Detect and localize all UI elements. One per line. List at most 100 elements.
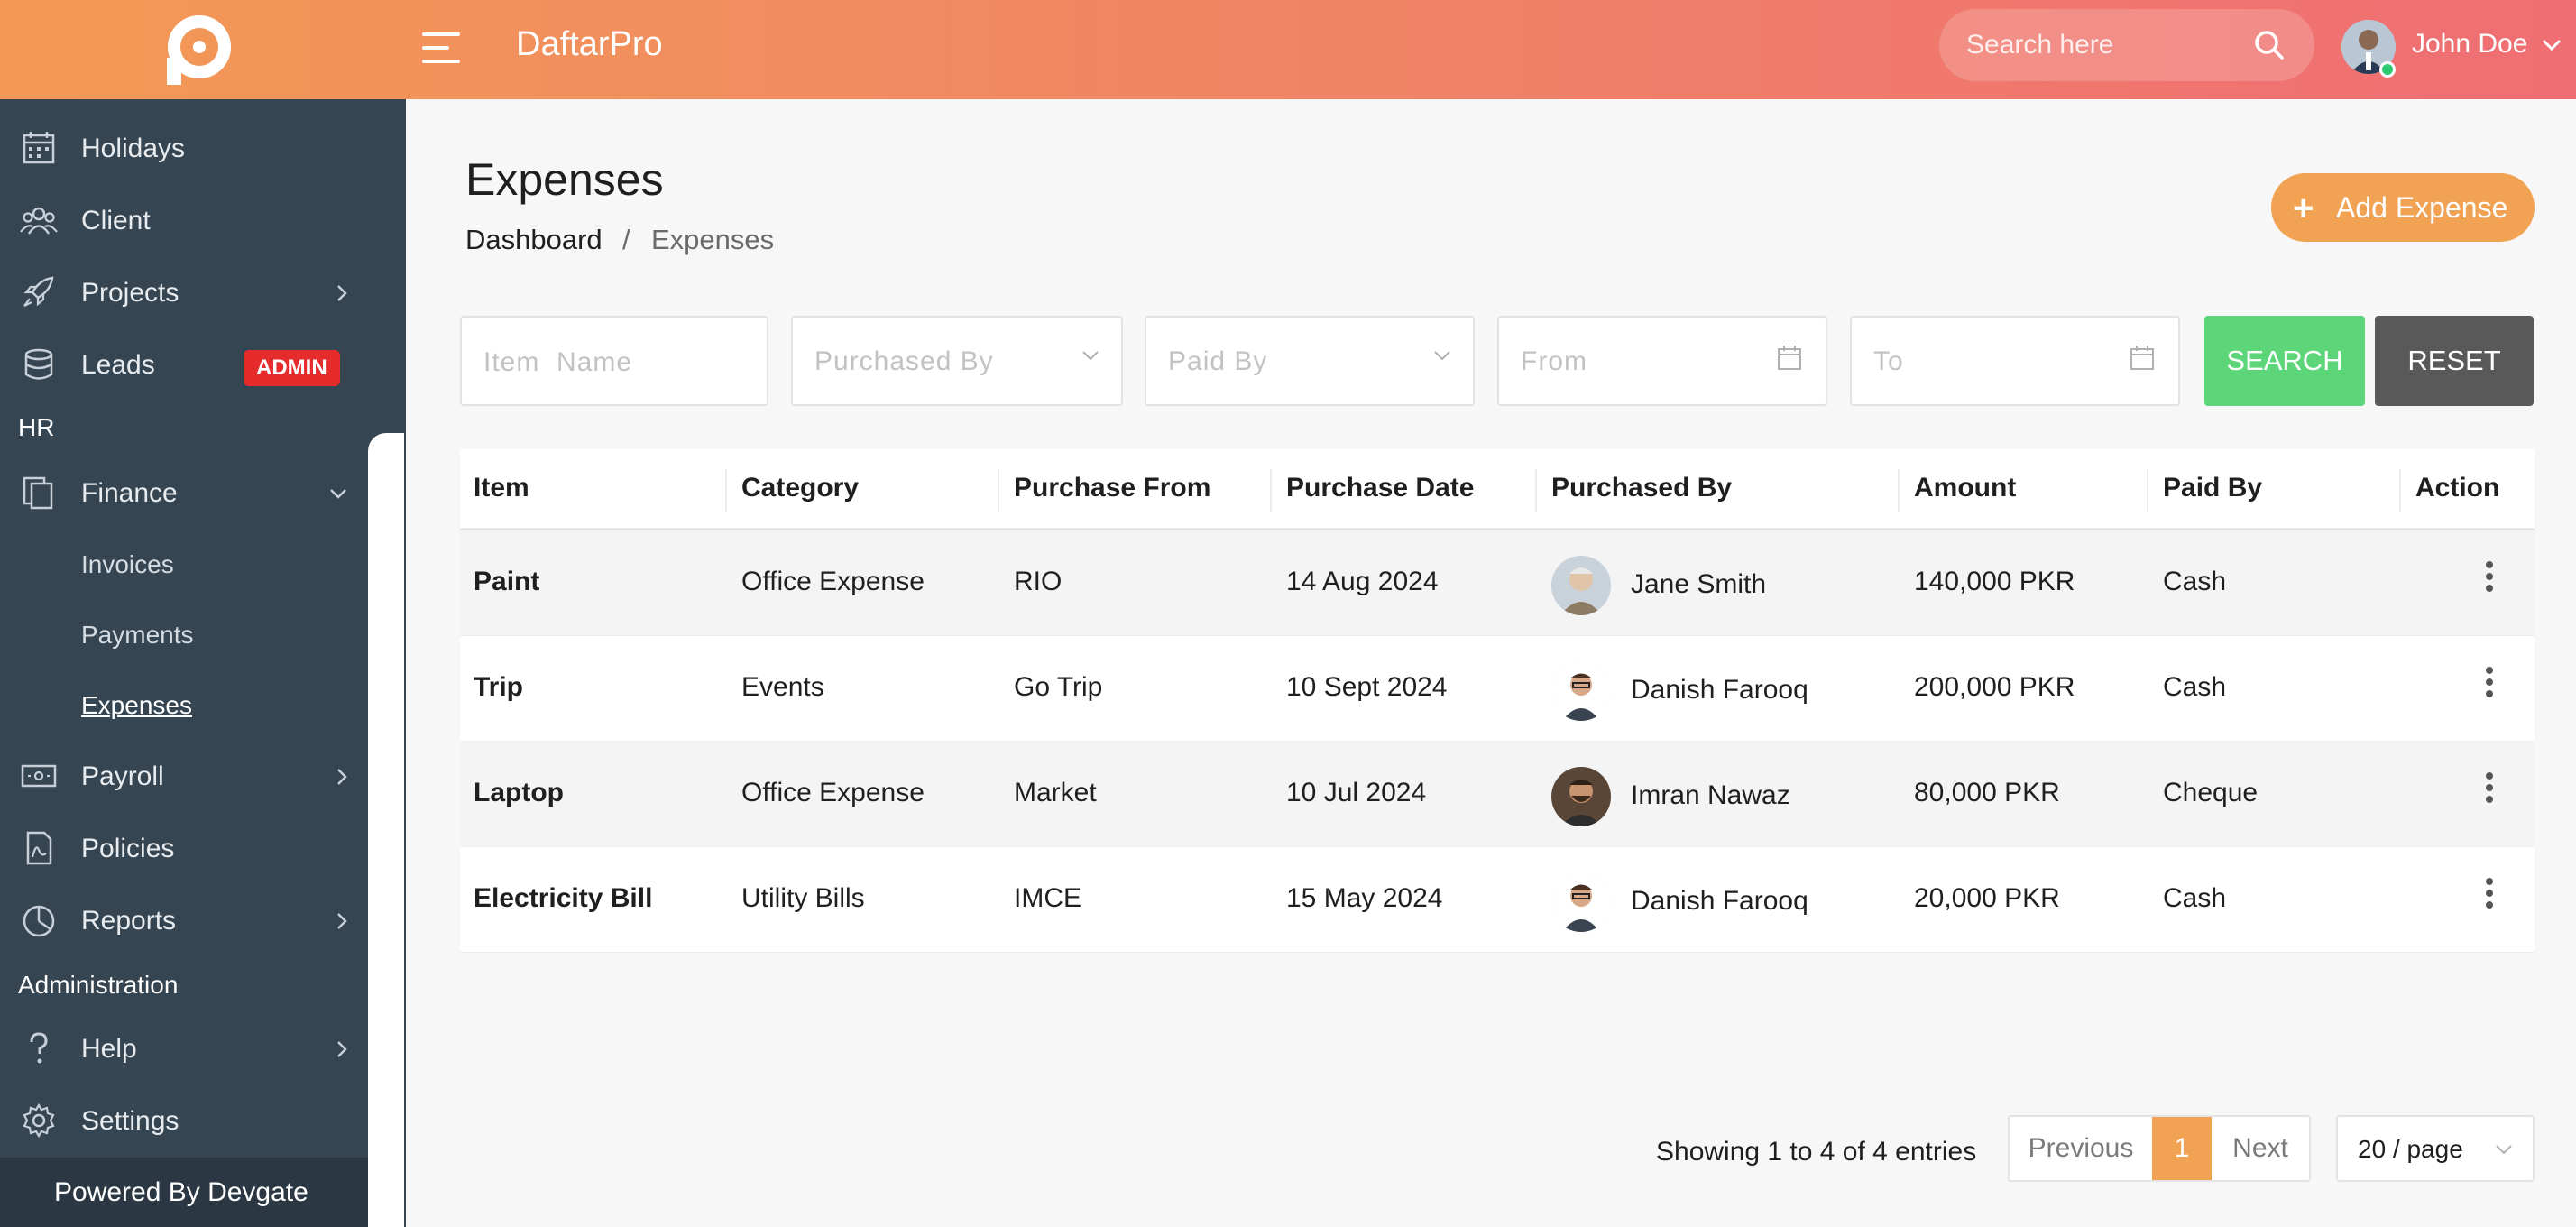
cell-amount: 140,000 PKR — [1914, 567, 2075, 596]
column-header-amount[interactable]: Amount — [1914, 473, 2017, 503]
sidebar-subitem-payments[interactable]: Payments — [81, 621, 194, 649]
powered-by-footer: Powered By Devgate — [0, 1158, 368, 1227]
column-header-item[interactable]: Item — [474, 473, 529, 503]
item-name-input[interactable] — [483, 345, 728, 381]
expenses-table: Item Category Purchase From Purchase Dat… — [460, 449, 2535, 953]
cell-purchase-from: Go Trip — [1014, 672, 1103, 702]
breadcrumb-dashboard[interactable]: Dashboard — [465, 224, 603, 255]
sidebar-item-policies[interactable]: Policies — [0, 816, 370, 881]
sidebar-item-settings[interactable]: Settings — [0, 1088, 370, 1153]
breadcrumb-separator: / — [622, 224, 630, 255]
column-header-paid-by[interactable]: Paid By — [2163, 473, 2263, 503]
pie-chart-icon — [23, 905, 55, 937]
cell-paid-by: Cheque — [2163, 778, 2259, 807]
sidebar-item-client[interactable]: Client — [0, 188, 370, 253]
breadcrumb-current: Expenses — [651, 224, 775, 255]
sidebar-item-help[interactable]: Help — [0, 1016, 370, 1081]
sidebar-item-label: Payroll — [81, 761, 164, 791]
cell-purchase-from: IMCE — [1014, 883, 1081, 913]
previous-page-button[interactable]: Previous — [2028, 1133, 2134, 1163]
sidebar-subitem-invoices[interactable]: Invoices — [81, 550, 174, 578]
table-header: Item Category Purchase From Purchase Dat… — [460, 449, 2535, 530]
cell-paid-by: Cash — [2163, 672, 2227, 702]
database-icon — [24, 348, 53, 380]
sidebar-subitem-expenses[interactable]: Expenses — [81, 691, 192, 719]
cell-category: Office Expense — [741, 778, 925, 807]
more-vertical-icon[interactable] — [2476, 874, 2503, 919]
column-divider — [2399, 469, 2401, 512]
chevron-right-icon — [337, 1041, 347, 1057]
users-icon — [20, 207, 58, 235]
table-row[interactable]: Electricity Bill Utility Bills IMCE 15 M… — [460, 847, 2535, 953]
reset-button[interactable]: RESET — [2375, 316, 2534, 406]
item-name-filter — [460, 316, 768, 406]
cell-item: Electricity Bill — [474, 883, 653, 913]
cell-paid-by: Cash — [2163, 883, 2227, 913]
sidebar-item-label: Help — [81, 1034, 137, 1064]
to-date-placeholder: To — [1873, 346, 1904, 376]
more-vertical-icon[interactable] — [2476, 558, 2503, 603]
calendar-icon — [1778, 346, 1801, 370]
page-title: Expenses — [465, 154, 664, 205]
paid-by-select[interactable]: Paid By — [1145, 316, 1475, 406]
table-row[interactable]: Laptop Office Expense Market 10 Jul 2024… — [460, 742, 2535, 847]
column-divider — [1898, 469, 1900, 512]
column-header-purchased-by[interactable]: Purchased By — [1551, 473, 1733, 503]
cell-purchase-date: 14 Aug 2024 — [1286, 567, 1439, 596]
from-date-picker[interactable]: From — [1497, 316, 1827, 406]
sidebar-item-finance[interactable]: Finance — [0, 460, 370, 525]
search-icon[interactable] — [2251, 27, 2287, 63]
search-button[interactable]: SEARCH — [2204, 316, 2365, 406]
table-row[interactable]: Paint Office Expense RIO 14 Aug 2024 Jan… — [460, 530, 2535, 636]
cell-purchase-from: RIO — [1014, 567, 1063, 596]
app-logo-icon[interactable] — [158, 11, 237, 90]
table-row[interactable]: Trip Events Go Trip 10 Sept 2024 Danish … — [460, 636, 2535, 742]
sidebar-scrollbar[interactable] — [368, 433, 404, 1227]
gear-icon — [23, 1102, 55, 1139]
user-name[interactable]: John Doe — [2412, 29, 2528, 59]
sidebar-item-reports[interactable]: Reports — [0, 888, 370, 953]
chevron-down-icon — [1082, 351, 1099, 361]
next-page-button[interactable]: Next — [2232, 1133, 2288, 1163]
sidebar-item-label: Finance — [81, 478, 178, 508]
more-vertical-icon[interactable] — [2476, 663, 2503, 708]
to-date-picker[interactable]: To — [1850, 316, 2180, 406]
sidebar-item-projects[interactable]: Projects — [0, 260, 370, 325]
page-1-button[interactable]: 1 — [2152, 1117, 2212, 1180]
menu-toggle-icon[interactable] — [422, 32, 460, 63]
from-date-placeholder: From — [1521, 346, 1587, 376]
section-label-administration: Administration — [18, 971, 179, 999]
page-size-value: 20 / page — [2358, 1135, 2463, 1163]
column-divider — [725, 469, 727, 512]
money-icon — [21, 764, 57, 788]
copy-icon — [23, 476, 53, 510]
admin-badge: ADMIN — [244, 350, 340, 386]
sidebar-item-leads[interactable]: Leads ADMIN — [0, 332, 370, 397]
sidebar: Holidays Client Projects Leads — [0, 99, 406, 1227]
purchased-by-select[interactable]: Purchased By — [791, 316, 1123, 406]
cell-amount: 200,000 PKR — [1914, 672, 2075, 702]
chevron-right-icon — [337, 769, 347, 785]
more-vertical-icon[interactable] — [2476, 769, 2503, 814]
chevron-down-icon — [2496, 1145, 2512, 1155]
sidebar-item-payroll[interactable]: Payroll — [0, 743, 370, 808]
chevron-down-icon[interactable] — [2542, 38, 2562, 52]
column-divider — [2147, 469, 2148, 512]
column-header-purchase-date[interactable]: Purchase Date — [1286, 473, 1475, 503]
page-size-select[interactable]: 20 / page — [2336, 1115, 2535, 1182]
column-header-purchase-from[interactable]: Purchase From — [1014, 473, 1211, 503]
online-status-dot — [2379, 61, 2396, 78]
sidebar-item-label: Leads — [81, 350, 155, 380]
column-header-action: Action — [2415, 473, 2500, 503]
powered-by-text: Powered By Devgate — [54, 1177, 308, 1207]
header-search-input[interactable] — [1966, 27, 2237, 63]
add-expense-button[interactable]: + Add Expense — [2271, 173, 2535, 242]
chevron-right-icon — [337, 913, 347, 929]
sidebar-item-holidays[interactable]: Holidays — [0, 115, 370, 180]
cell-amount: 20,000 PKR — [1914, 883, 2060, 913]
column-header-category[interactable]: Category — [741, 473, 860, 503]
cell-purchased-by: Jane Smith — [1631, 569, 1767, 599]
top-header: DaftarPro John Doe — [0, 0, 2576, 99]
sidebar-item-label: Holidays — [81, 134, 186, 163]
rocket-icon — [23, 276, 54, 307]
